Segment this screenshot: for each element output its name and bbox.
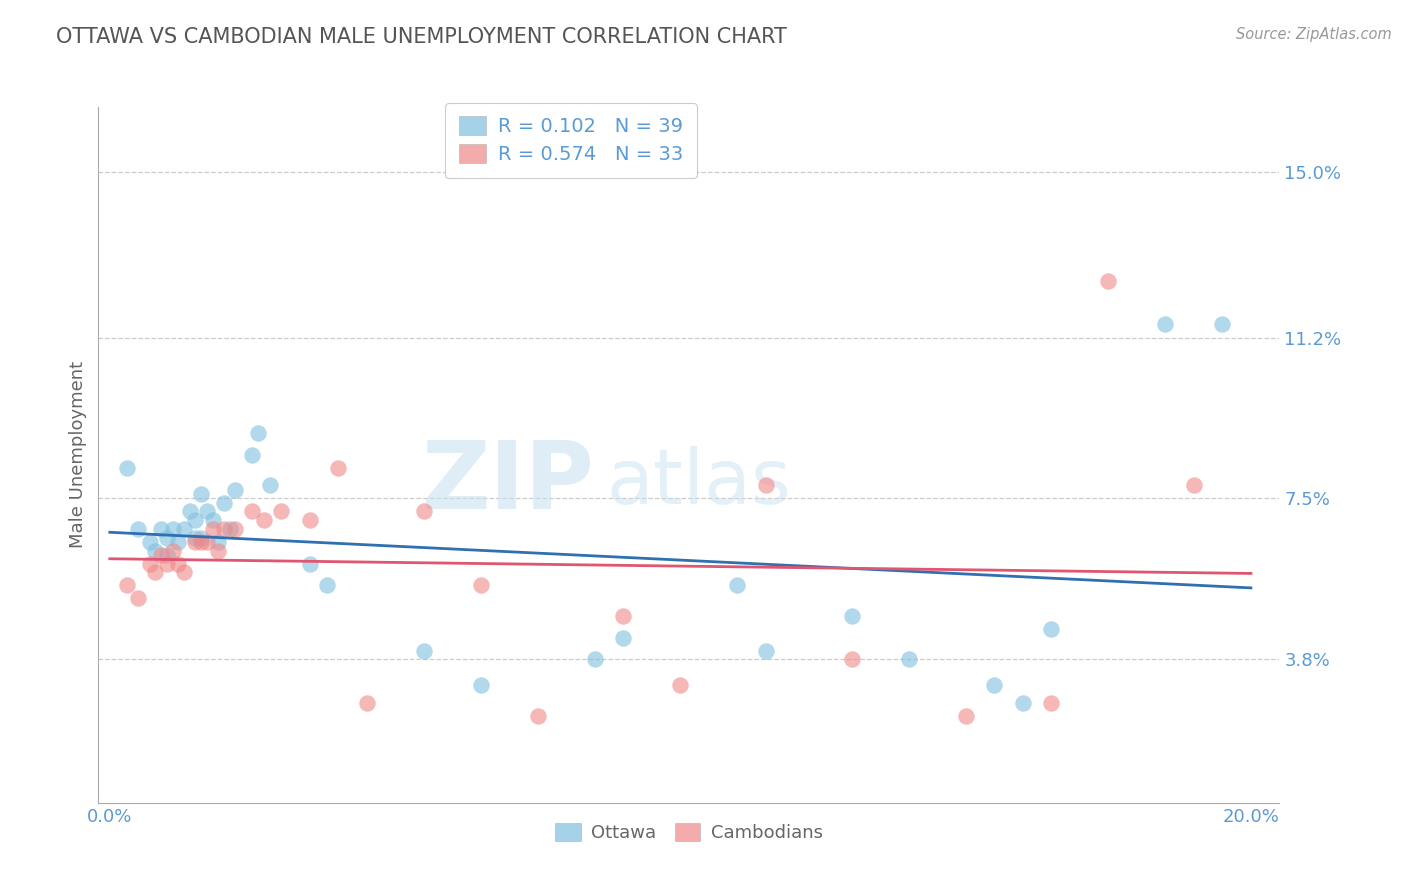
Point [156, 548, 179, 562]
Point [755, 643, 778, 657]
Point [173, 566, 195, 580]
Point [190, 534, 212, 549]
Point [1182, 478, 1205, 492]
Point [755, 478, 778, 492]
Point [224, 522, 246, 536]
Point [1211, 318, 1233, 332]
Point [253, 513, 276, 527]
Point [190, 487, 212, 501]
Point [583, 652, 606, 666]
Point [326, 461, 349, 475]
Text: OTTAWA VS CAMBODIAN MALE UNEMPLOYMENT CORRELATION CHART: OTTAWA VS CAMBODIAN MALE UNEMPLOYMENT CO… [56, 27, 787, 46]
Point [224, 483, 246, 497]
Point [841, 608, 863, 623]
Point [259, 478, 281, 492]
Y-axis label: Male Unemployment: Male Unemployment [69, 361, 87, 549]
Point [298, 513, 321, 527]
Point [115, 578, 138, 592]
Point [184, 513, 207, 527]
Point [612, 631, 634, 645]
Point [195, 534, 218, 549]
Point [412, 504, 434, 518]
Point [1040, 696, 1063, 710]
Point [190, 531, 212, 545]
Point [145, 543, 167, 558]
Point [207, 534, 229, 549]
Text: ZIP: ZIP [422, 437, 595, 529]
Point [162, 522, 184, 536]
Point [955, 708, 977, 723]
Point [470, 578, 492, 592]
Point [173, 522, 195, 536]
Point [201, 513, 224, 527]
Text: Source: ZipAtlas.com: Source: ZipAtlas.com [1236, 27, 1392, 42]
Legend: Ottawa, Cambodians: Ottawa, Cambodians [548, 816, 830, 849]
Point [184, 534, 207, 549]
Point [145, 566, 167, 580]
Point [115, 461, 138, 475]
Point [247, 426, 270, 441]
Point [212, 496, 235, 510]
Point [139, 534, 162, 549]
Point [156, 557, 179, 571]
Point [150, 522, 173, 536]
Point [841, 652, 863, 666]
Point [983, 678, 1005, 692]
Point [526, 708, 548, 723]
Point [127, 591, 149, 606]
Point [1040, 622, 1063, 636]
Point [1011, 696, 1033, 710]
Point [150, 548, 173, 562]
Point [470, 678, 492, 692]
Point [212, 522, 235, 536]
Point [179, 504, 201, 518]
Point [298, 557, 321, 571]
Point [270, 504, 292, 518]
Point [201, 522, 224, 536]
Point [127, 522, 149, 536]
Point [184, 531, 207, 545]
Point [356, 696, 378, 710]
Point [669, 678, 692, 692]
Point [315, 578, 337, 592]
Point [725, 578, 748, 592]
Text: atlas: atlas [606, 446, 792, 520]
Point [1154, 318, 1177, 332]
Point [1097, 274, 1119, 288]
Point [242, 448, 264, 462]
Point [156, 531, 179, 545]
Point [218, 522, 240, 536]
Point [139, 557, 162, 571]
Point [612, 608, 634, 623]
Point [162, 543, 184, 558]
Point [412, 643, 434, 657]
Point [207, 543, 229, 558]
Point [897, 652, 920, 666]
Point [167, 534, 190, 549]
Point [167, 557, 190, 571]
Point [242, 504, 264, 518]
Point [195, 504, 218, 518]
